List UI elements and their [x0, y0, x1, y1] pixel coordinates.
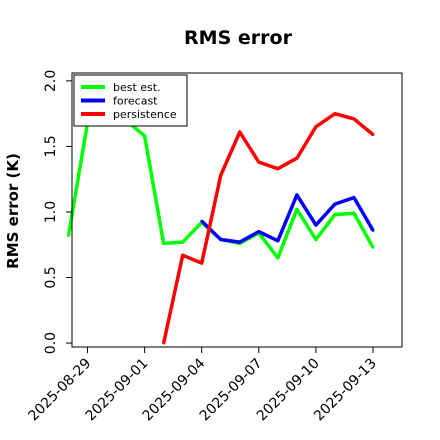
data-point: [162, 341, 166, 345]
data-point: [219, 238, 223, 241]
data-point: [333, 112, 337, 116]
y-tick-label: 1.5: [43, 135, 59, 157]
data-point: [143, 134, 147, 138]
data-point: [295, 207, 299, 211]
y-tick-label: 0.5: [43, 266, 59, 288]
data-point: [162, 242, 166, 245]
data-point: [276, 167, 280, 171]
data-point: [67, 234, 70, 237]
data-point: [371, 245, 375, 249]
data-point: [257, 160, 261, 164]
data-point: [238, 240, 242, 244]
data-point: [181, 240, 185, 244]
data-point: [200, 219, 204, 223]
x-axis: 2025-08-292025-09-012025-09-042025-09-07…: [26, 347, 380, 424]
y-tick-label: 0.0: [43, 332, 59, 354]
y-tick-label: 2.0: [43, 70, 59, 92]
series-layer: [66, 111, 375, 345]
data-point: [276, 256, 280, 260]
legend-label: best est.: [113, 81, 161, 94]
data-point: [238, 130, 242, 134]
data-point: [295, 156, 299, 160]
data-point: [352, 211, 356, 215]
y-tick-label: 1.0: [43, 201, 59, 223]
data-point: [352, 196, 356, 199]
data-point: [314, 238, 318, 241]
data-point: [333, 202, 337, 206]
data-point: [314, 125, 318, 129]
data-point: [314, 223, 318, 227]
data-point: [257, 230, 261, 234]
data-point: [333, 213, 337, 216]
data-point: [219, 173, 223, 177]
series-line-1: [200, 193, 375, 244]
y-axis: 0.0 0.5 1.0 1.5 2.0: [43, 70, 72, 354]
data-point: [295, 193, 299, 197]
legend-label: forecast: [113, 95, 158, 108]
data-point: [352, 117, 356, 121]
data-point: [371, 228, 375, 232]
series-line-2: [161, 111, 375, 344]
y-axis-label: RMS error (K): [4, 153, 22, 269]
data-point: [181, 253, 185, 257]
legend-label: persistence: [113, 108, 177, 121]
data-point: [276, 239, 280, 243]
data-point: [200, 261, 204, 265]
chart-title: RMS error: [184, 27, 293, 49]
plot-frame: [71, 72, 403, 348]
data-point: [371, 133, 375, 137]
